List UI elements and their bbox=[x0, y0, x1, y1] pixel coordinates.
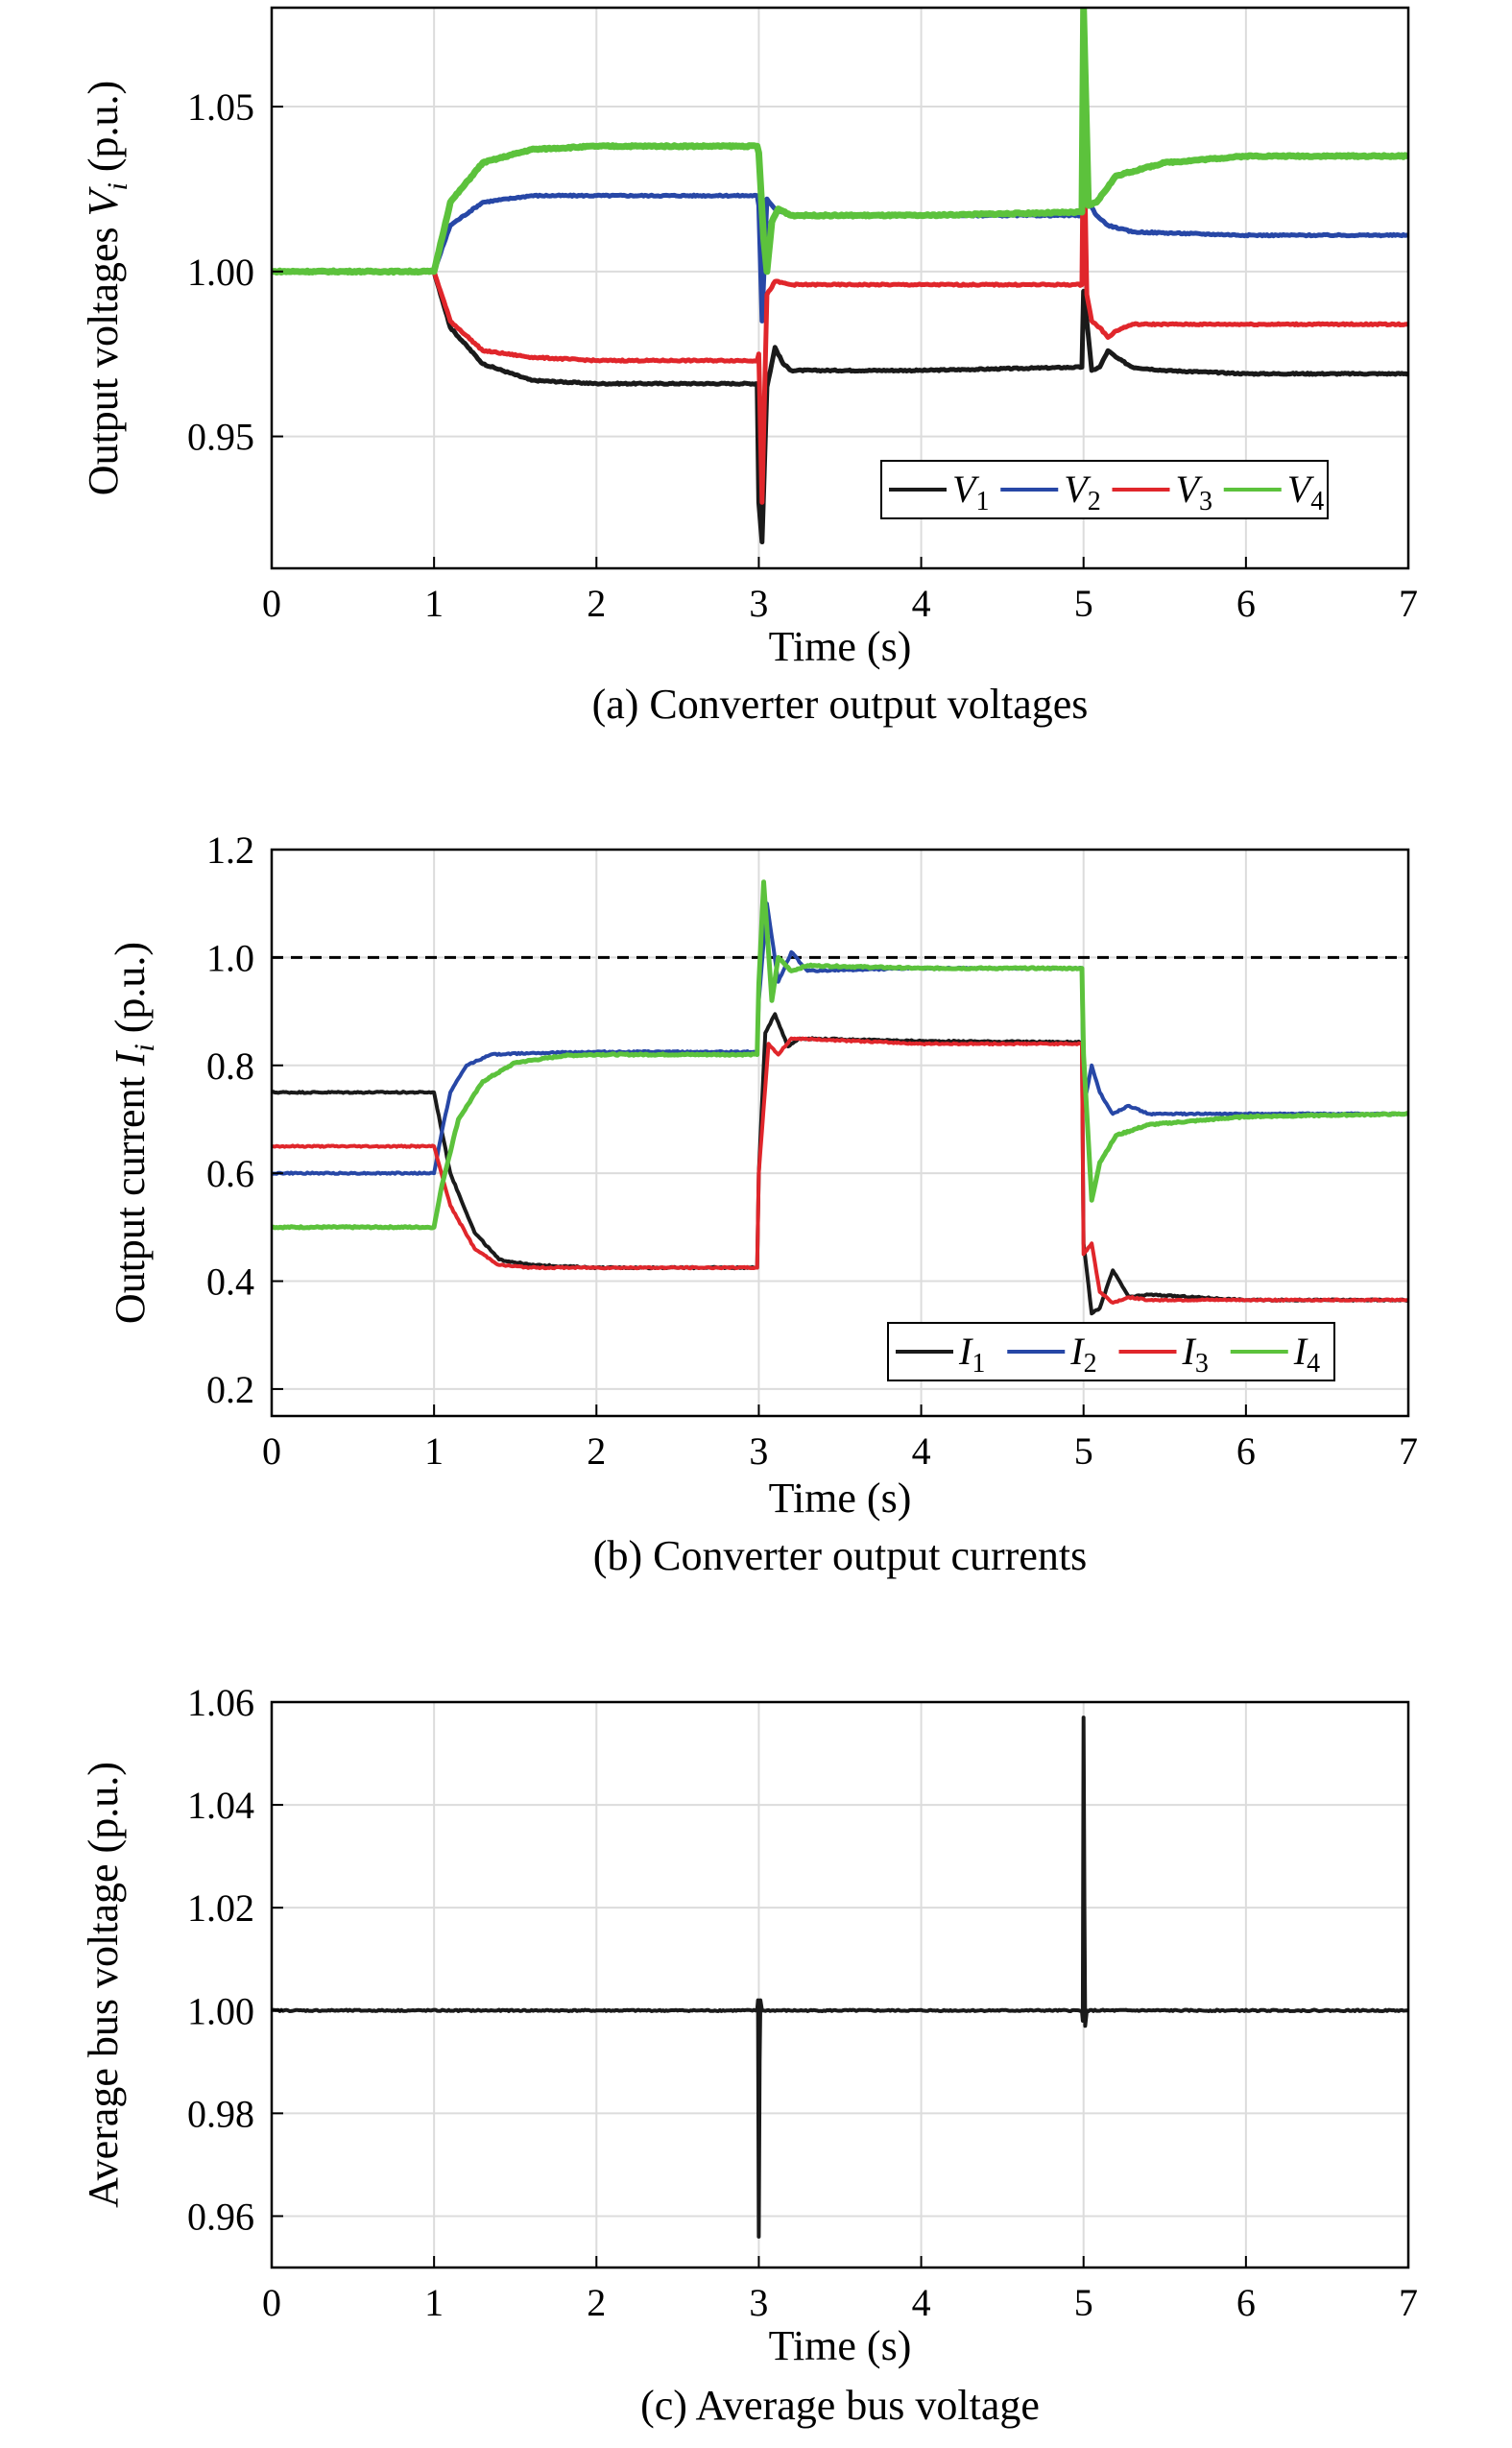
chart-c-xtick-label-6: 6 bbox=[1236, 2281, 1256, 2324]
chart-b-xtick-label-4: 4 bbox=[912, 1429, 931, 1473]
chart-c-ytick-label-1: 0.98 bbox=[187, 2092, 254, 2135]
chart-a-xtick-label-6: 6 bbox=[1236, 582, 1256, 625]
chart-b-xlabel: Time (s) bbox=[769, 1475, 912, 1522]
chart-c-ytick-label-2: 1.00 bbox=[187, 1989, 254, 2032]
chart-c-xtick-label-2: 2 bbox=[587, 2281, 606, 2324]
chart-b-xtick-label-5: 5 bbox=[1074, 1429, 1093, 1473]
chart-a-xlabel: Time (s) bbox=[769, 623, 912, 670]
chart-a-xtick-label-7: 7 bbox=[1399, 582, 1418, 625]
chart-b-ytick-label-1: 0.4 bbox=[206, 1260, 254, 1304]
chart-c-xlabel: Time (s) bbox=[769, 2322, 912, 2369]
chart-a-ytick-label-0: 0.95 bbox=[187, 416, 254, 459]
chart-c-ytick-label-5: 1.06 bbox=[187, 1681, 254, 1724]
chart-b-series-I3 bbox=[272, 1036, 1408, 1305]
chart-b-legend-label-I4: I4 bbox=[1293, 1330, 1320, 1379]
chart-a-ylabel: Output voltages Vi (p.u.) bbox=[80, 81, 133, 495]
chart-a-legend-label-V2: V2 bbox=[1064, 468, 1100, 516]
chart-b-ytick-label-0: 0.2 bbox=[206, 1368, 254, 1411]
chart-a: 0 1 2 3 4 5 6 7 0.95 1.00 1.05 Time (s) Output volta… bbox=[80, 6, 1418, 728]
chart-a-series-V4 bbox=[272, 8, 1408, 276]
chart-a-series-V3 bbox=[272, 104, 1408, 505]
chart-b-xtick-label-0: 0 bbox=[262, 1429, 281, 1473]
chart-b-series-I1 bbox=[272, 1012, 1408, 1316]
chart-c-xtick-label-3: 3 bbox=[749, 2281, 768, 2324]
chart-c-ytick-label-0: 0.96 bbox=[187, 2195, 254, 2238]
chart-b-axes-box bbox=[270, 848, 1410, 1418]
chart-a-legend: V1 V2 V3 V4 bbox=[880, 460, 1329, 519]
chart-b-xtick-label-7: 7 bbox=[1399, 1429, 1418, 1473]
chart-c-series-line bbox=[272, 1716, 1408, 2239]
chart-c-xtick-label-1: 1 bbox=[424, 2281, 444, 2324]
chart-a-xtick-label-5: 5 bbox=[1074, 582, 1093, 625]
chart-a-xtick-label-4: 4 bbox=[912, 582, 931, 625]
chart-c-xtick-label-7: 7 bbox=[1399, 2281, 1418, 2324]
chart-b-ylabel: Output current Ii (p.u.) bbox=[107, 942, 160, 1324]
chart-a-ytick-label-1: 1.00 bbox=[187, 251, 254, 294]
chart-a-caption: (a) Converter output voltages bbox=[592, 681, 1089, 728]
chart-c-xtick-label-5: 5 bbox=[1074, 2281, 1093, 2324]
chart-c-ytick-label-3: 1.02 bbox=[187, 1886, 254, 1930]
chart-b-legend: I1 I2 I3 I4 bbox=[887, 1322, 1335, 1381]
chart-b-ytick-label-4: 1.0 bbox=[206, 936, 254, 979]
chart-c-ylabel: Average bus voltage (p.u.) bbox=[80, 1762, 127, 2208]
chart-b-xtick-label-3: 3 bbox=[749, 1429, 768, 1473]
chart-b-xtick-label-1: 1 bbox=[424, 1429, 444, 1473]
chart-c-xtick-label-4: 4 bbox=[912, 2281, 931, 2324]
chart-b-ytick-label-5: 1.2 bbox=[206, 828, 254, 872]
chart-a-xtick-label-3: 3 bbox=[749, 582, 768, 625]
chart-b-legend-label-I1: I1 bbox=[958, 1330, 985, 1379]
chart-a-axes-box bbox=[270, 6, 1410, 570]
chart-a-legend-label-V3: V3 bbox=[1176, 468, 1212, 516]
chart-b-series-I4 bbox=[272, 879, 1408, 1231]
chart-c-ytick-label-4: 1.04 bbox=[187, 1784, 254, 1827]
chart-a-legend-label-V4: V4 bbox=[1287, 468, 1324, 516]
chart-b-ytick-label-3: 0.8 bbox=[206, 1044, 254, 1088]
chart-a-series-V2 bbox=[272, 51, 1408, 324]
chart-b-legend-label-I3: I3 bbox=[1182, 1330, 1209, 1379]
chart-b-xtick-label-2: 2 bbox=[587, 1429, 606, 1473]
chart-a-xtick-label-0: 0 bbox=[262, 582, 281, 625]
chart-b-xtick-label-6: 6 bbox=[1236, 1429, 1256, 1473]
chart-a-series-V1 bbox=[272, 268, 1408, 544]
chart-c-axes-box bbox=[270, 1700, 1410, 2269]
chart-b-series-I2 bbox=[272, 901, 1408, 1176]
chart-b-caption: (b) Converter output currents bbox=[593, 1532, 1087, 1579]
chart-a-legend-label-V1: V1 bbox=[952, 468, 989, 516]
chart-a-xtick-label-2: 2 bbox=[587, 582, 606, 625]
chart-b: 0 1 2 3 4 5 6 7 0.2 0.4 0.6 0.8 1.0 1.2 Time (s) Output… bbox=[107, 828, 1418, 1579]
chart-b-ytick-label-2: 0.6 bbox=[206, 1152, 254, 1195]
chart-c: 0 1 2 3 4 5 6 7 0.96 0.98 1.00 1.02 1.04 1.06 Time (s)… bbox=[80, 1681, 1418, 2429]
chart-c-caption: (c) Average bus voltage bbox=[640, 2382, 1040, 2429]
chart-b-legend-label-I2: I2 bbox=[1069, 1330, 1096, 1379]
chart-a-ytick-label-2: 1.05 bbox=[187, 85, 254, 129]
chart-a-xtick-label-1: 1 bbox=[424, 582, 444, 625]
chart-c-xtick-label-0: 0 bbox=[262, 2281, 281, 2324]
